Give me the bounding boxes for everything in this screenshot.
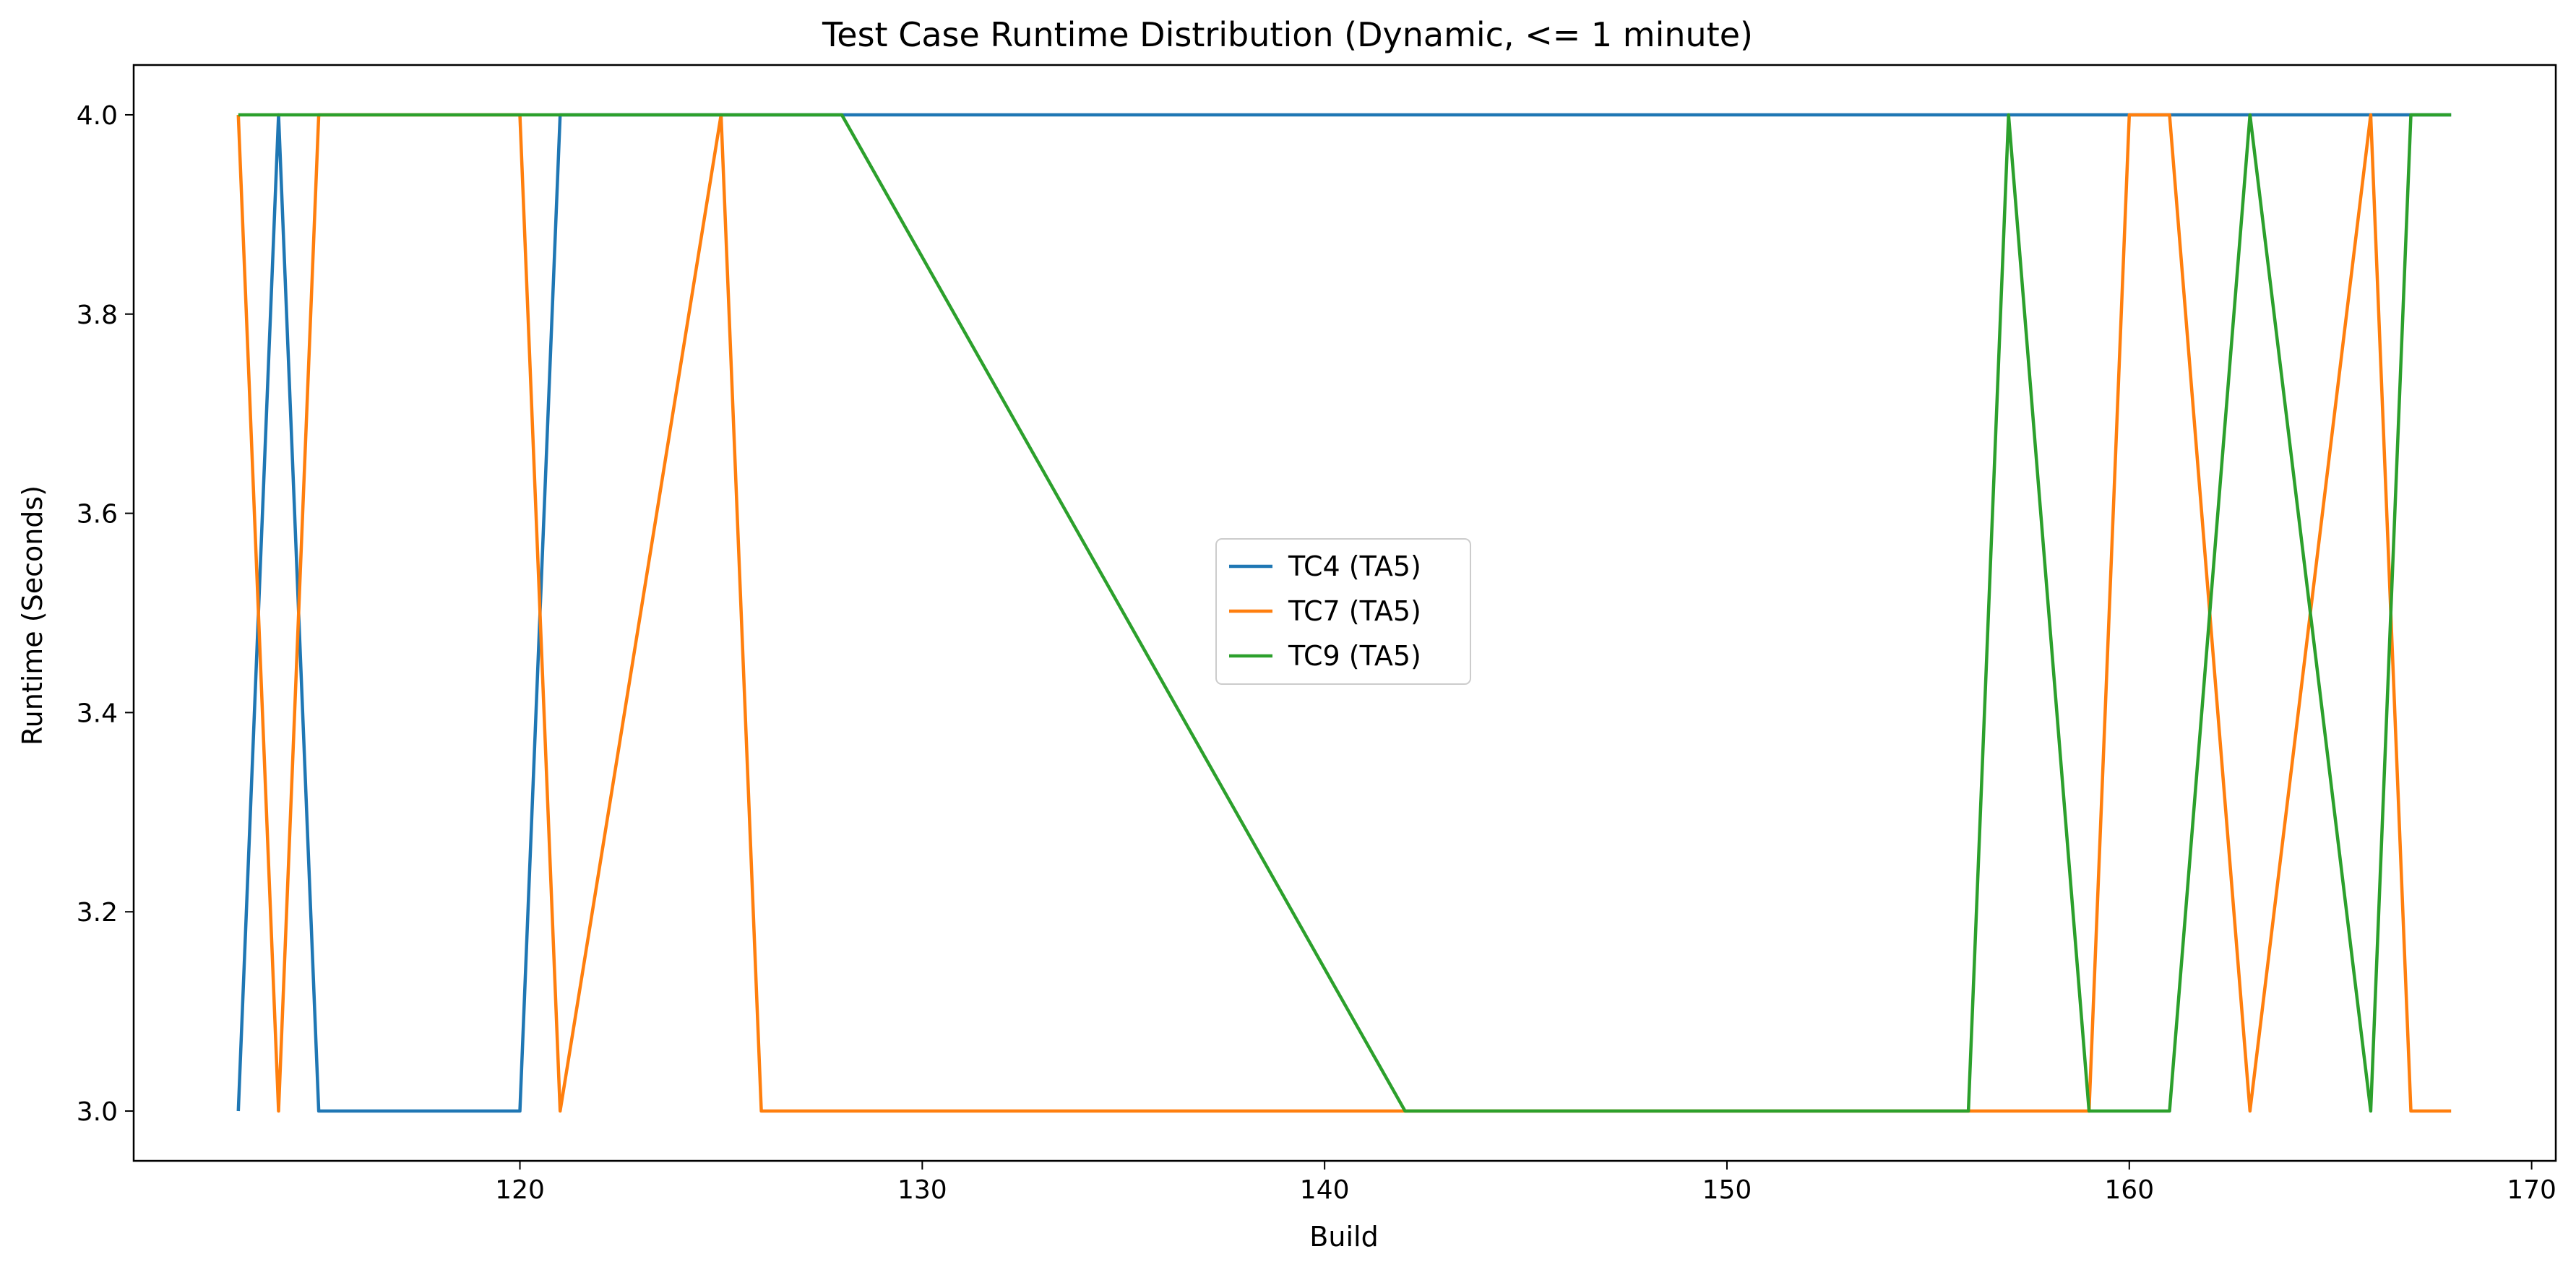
y-tick-label: 3.2: [77, 898, 118, 928]
y-tick-label: 3.8: [77, 301, 118, 330]
x-tick-label: 130: [897, 1175, 947, 1205]
y-axis-label: Runtime (Seconds): [17, 485, 48, 745]
y-tick-label: 3.4: [77, 699, 118, 728]
legend-label-3: TC9 (TA5): [1288, 640, 1421, 672]
plot-frame: [132, 64, 2557, 1162]
legend-label-2: TC7 (TA5): [1288, 595, 1421, 627]
legend: TC4 (TA5) TC7 (TA5) TC9 (TA5): [1215, 538, 1471, 685]
x-axis-label: Build: [1309, 1221, 1378, 1253]
legend-label-1: TC4 (TA5): [1288, 550, 1421, 582]
x-axis: 120 130 140 150 160 170: [495, 1161, 2556, 1205]
y-tick-label: 3.6: [77, 500, 118, 530]
x-tick-label: 170: [2507, 1175, 2556, 1205]
x-tick-label: 160: [2104, 1175, 2154, 1205]
x-tick-label: 120: [495, 1175, 545, 1205]
chart-title: Test Case Runtime Distribution (Dynamic,…: [822, 15, 1753, 54]
x-tick-label: 140: [1300, 1175, 1350, 1205]
plot-area: [236, 113, 2452, 1113]
legend-box: [1215, 538, 1471, 685]
y-tick-label: 4.0: [77, 101, 118, 131]
x-tick-label: 150: [1702, 1175, 1752, 1205]
y-axis: 3.0 3.2 3.4 3.6 3.8 4.0: [77, 101, 134, 1127]
series-line-3: [238, 113, 2452, 1113]
y-tick-label: 3.0: [77, 1097, 118, 1127]
